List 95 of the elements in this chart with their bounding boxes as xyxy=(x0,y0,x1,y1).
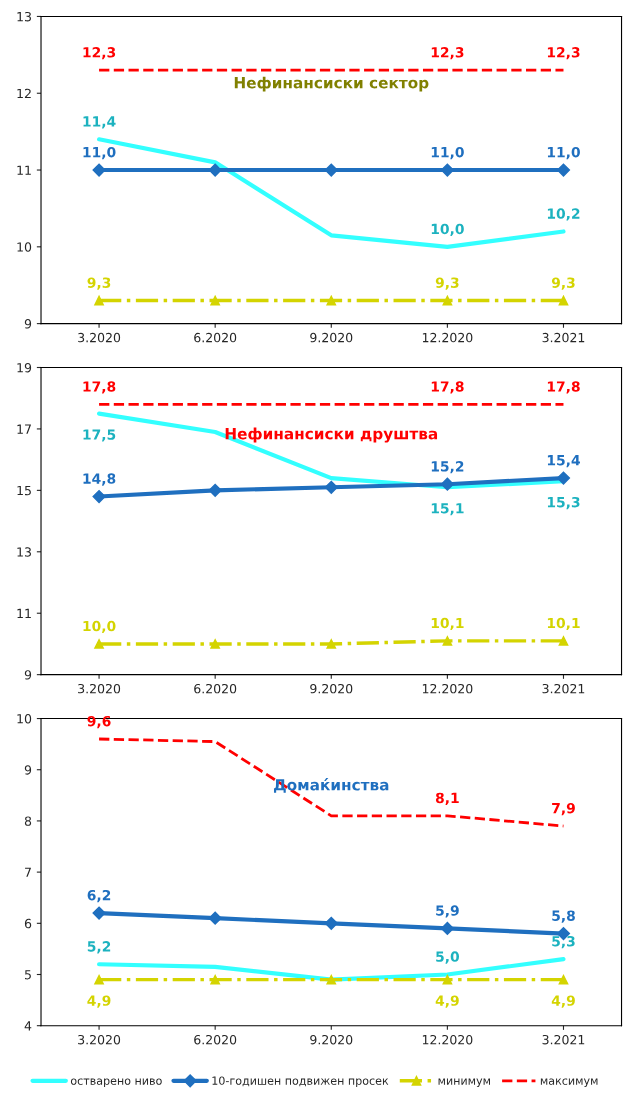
y-tick-label: 12 xyxy=(17,88,31,98)
data-label: 5,3 xyxy=(552,936,575,949)
x-tick-label: 9.2020 xyxy=(310,683,353,694)
data-label: 5,8 xyxy=(552,910,575,923)
data-label: 12,3 xyxy=(547,47,580,60)
y-tick-label: 10 xyxy=(17,242,32,252)
x-tick-label: 12.2020 xyxy=(422,683,473,694)
point xyxy=(440,477,454,491)
y-tick-label: 19 xyxy=(17,362,32,373)
data-label: 12,3 xyxy=(83,47,116,60)
point xyxy=(558,974,569,985)
point xyxy=(324,916,338,930)
x-tick-label: 6.2020 xyxy=(194,683,237,694)
data-label: 10,2 xyxy=(547,208,580,221)
data-label: 4,9 xyxy=(551,995,575,1008)
y-tick-label: 13 xyxy=(17,11,31,22)
data-label: 15,2 xyxy=(431,461,464,474)
x-tick-label: 3.2021 xyxy=(542,332,585,343)
point xyxy=(210,974,221,985)
data-label: 10,1 xyxy=(431,617,464,631)
data-label: 4,9 xyxy=(87,995,111,1008)
x-tick-label: 12.2020 xyxy=(422,332,473,343)
data-label: 9,3 xyxy=(435,277,459,290)
data-label: 4,9 xyxy=(435,995,459,1008)
data-label: 17,8 xyxy=(83,381,116,394)
data-label: 17,8 xyxy=(431,381,464,394)
data-label: 10,0 xyxy=(83,620,116,634)
data-label: 17,5 xyxy=(83,429,116,442)
point xyxy=(326,974,337,985)
data-label: 6,2 xyxy=(87,889,111,903)
x-tick-label: 3.2021 xyxy=(542,1034,585,1045)
point xyxy=(558,636,569,646)
text: Нефинансиски сектор xyxy=(234,76,429,92)
data-label: 14,8 xyxy=(83,473,116,486)
data-label: 15,4 xyxy=(547,455,580,468)
y-tick-label: 5 xyxy=(25,970,31,980)
x-tick-label: 3.2020 xyxy=(78,1034,121,1045)
data-label: 15,1 xyxy=(431,503,464,516)
x-tick-label: 3.2020 xyxy=(78,332,121,343)
data-label: 9,3 xyxy=(87,277,111,290)
data-label: 5,9 xyxy=(436,905,459,918)
y-tick-label: 17 xyxy=(17,424,31,434)
data-label: 11,4 xyxy=(83,116,116,129)
y-tick-label: 6 xyxy=(24,918,32,929)
data-label: 9,3 xyxy=(551,277,575,290)
data-label: 12,3 xyxy=(431,47,464,60)
y-tick-label: 4 xyxy=(24,1021,32,1031)
y-tick-label: 13 xyxy=(17,547,31,557)
y-tick-label: 10 xyxy=(17,714,32,724)
point xyxy=(92,489,106,504)
y-tick-label: 8 xyxy=(24,816,32,826)
point xyxy=(94,974,104,985)
point xyxy=(208,911,222,925)
point xyxy=(440,921,454,936)
data-label: 8,1 xyxy=(435,792,459,805)
point xyxy=(326,639,337,649)
x-tick-label: 3.2021 xyxy=(542,683,585,694)
data-label: 7,9 xyxy=(552,802,575,816)
data-label: 10,0 xyxy=(431,223,464,236)
y-tick-label: 11 xyxy=(17,165,31,175)
y-tick-label: 11 xyxy=(17,608,31,618)
x-tick-label: 9.2020 xyxy=(310,332,353,343)
data-label: 5,0 xyxy=(436,951,460,964)
data-label: 5,2 xyxy=(87,941,111,954)
point xyxy=(324,480,338,494)
point xyxy=(442,636,453,646)
legend-label: минимум xyxy=(438,1078,490,1087)
legend-label: 10-годишен подвижен просек xyxy=(212,1076,389,1087)
point xyxy=(442,974,453,985)
legend-label: остварено ниво xyxy=(70,1078,162,1087)
x-tick-label: 6.2020 xyxy=(194,1034,237,1045)
point xyxy=(556,471,571,485)
legend-label: максимум xyxy=(540,1078,598,1087)
x-tick-label: 9.2020 xyxy=(310,1034,353,1045)
x-tick-label: 6.2020 xyxy=(194,332,237,343)
data-label: 11,0 xyxy=(83,146,116,160)
point xyxy=(210,639,221,649)
text: Домаќинства xyxy=(273,778,389,793)
point xyxy=(92,906,106,920)
data-label: 10,1 xyxy=(547,617,580,631)
data-label: 15,3 xyxy=(547,496,580,510)
point xyxy=(94,639,104,649)
data-label: 9,6 xyxy=(87,715,111,729)
y-tick-label: 15 xyxy=(17,485,31,496)
data-label: 11,0 xyxy=(431,146,464,160)
data-label: 17,8 xyxy=(547,381,580,394)
y-tick-label: 9 xyxy=(24,765,32,775)
data-label: 11,0 xyxy=(547,146,580,160)
text: Нефинансиски друштва xyxy=(225,427,438,443)
x-tick-label: 3.2020 xyxy=(78,683,121,694)
point xyxy=(208,483,222,497)
y-tick-label: 9 xyxy=(24,670,32,680)
x-tick-label: 12.2020 xyxy=(422,1034,473,1045)
y-tick-label: 9 xyxy=(24,319,32,329)
y-tick-label: 7 xyxy=(25,867,31,877)
